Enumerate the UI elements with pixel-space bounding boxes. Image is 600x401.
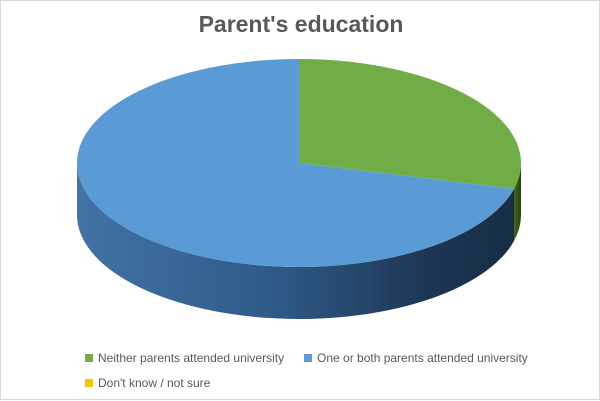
- legend-label-dont-know: Don't know / not sure: [98, 376, 211, 390]
- pie-slice-neither: [299, 59, 521, 189]
- pie-side-one-or-both: [77, 163, 515, 319]
- legend-item-one-or-both: One or both parents attended university: [304, 351, 528, 365]
- legend-swatch-dont-know: [85, 379, 93, 387]
- chart-title: Parent's education: [198, 11, 404, 37]
- legend-swatch-one-or-both: [304, 354, 312, 362]
- legend-swatch-neither: [85, 354, 93, 362]
- pie-slice-one-or-both: [76, 59, 515, 267]
- legend-label-neither: Neither parents attended university: [98, 351, 285, 365]
- legend-label-one-or-both: One or both parents attended university: [317, 351, 528, 365]
- legend-item-neither: Neither parents attended university: [85, 351, 284, 365]
- pie-side-neither: [514, 163, 521, 241]
- legend-item-dont-know: Don't know / not sure: [85, 376, 210, 390]
